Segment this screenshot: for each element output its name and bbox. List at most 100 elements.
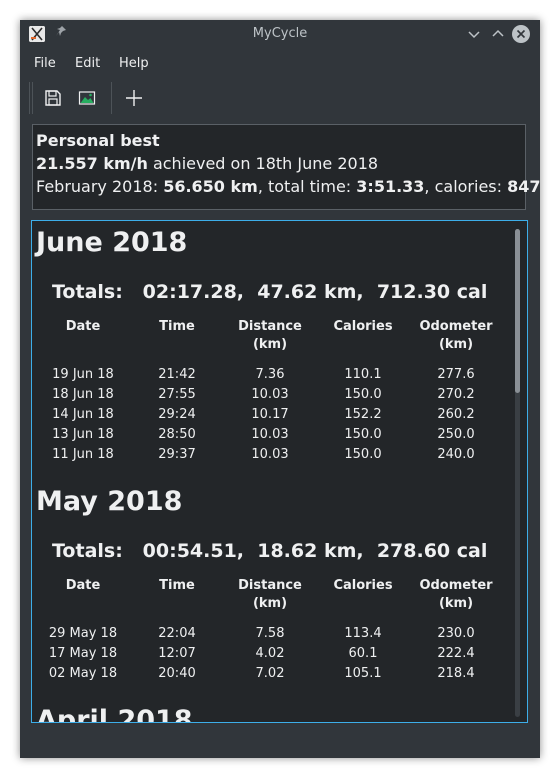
month-heading: June 2018 <box>36 227 188 258</box>
maximize-button[interactable] <box>488 24 508 44</box>
best-month-distance: 56.650 km <box>163 177 258 196</box>
cell-calories: 150.0 <box>344 387 382 402</box>
cell-calories: 110.1 <box>344 367 382 382</box>
cell-time: 22:04 <box>158 626 196 641</box>
close-button[interactable] <box>512 25 530 43</box>
save-button[interactable] <box>41 86 65 110</box>
minimize-button[interactable] <box>464 24 484 44</box>
cell-time: 12:07 <box>158 646 196 661</box>
cell-calories: 152.2 <box>344 407 382 422</box>
app-logo-icon <box>29 26 45 42</box>
cell-time: 27:55 <box>158 387 196 402</box>
col-header-calories: Calories <box>333 578 393 593</box>
cell-odometer: 277.6 <box>437 367 475 382</box>
menu-file[interactable]: File <box>34 56 56 71</box>
best-time-label: , total time: <box>257 177 357 196</box>
cell-distance: 10.03 <box>251 427 289 442</box>
best-month-label: February 2018: <box>36 177 164 196</box>
cell-time: 29:24 <box>158 407 196 422</box>
col-header-odometer-label: Odometer <box>419 578 493 593</box>
col-header-distance: Distance (km) <box>230 318 310 354</box>
cell-distance: 10.17 <box>251 407 289 422</box>
month-totals: Totals: 02:17.28, 47.62 km, 712.30 cal <box>52 281 488 303</box>
cell-time: 20:40 <box>158 666 196 681</box>
rides-list-panel[interactable]: June 2018 Totals: 02:17.28, 47.62 km, 71… <box>31 220 528 723</box>
best-month-time: 3:51.33 <box>356 177 425 196</box>
cell-calories: 150.0 <box>344 447 382 462</box>
best-month-calories: 847.6 <box>507 177 540 196</box>
month-heading: May 2018 <box>36 486 183 517</box>
window-title: MyCycle <box>252 26 308 41</box>
menu-edit[interactable]: Edit <box>75 56 101 71</box>
cell-odometer: 222.4 <box>437 646 475 661</box>
best-calories-label: , calories: <box>424 177 508 196</box>
cell-calories: 60.1 <box>348 646 378 661</box>
col-header-distance: Distance (km) <box>230 577 310 613</box>
col-header-distance-unit: (km) <box>252 337 288 352</box>
col-header-time: Time <box>159 578 195 593</box>
cell-time: 28:50 <box>158 427 196 442</box>
best-speed-line: 21.557 km/h achieved on 18th June 2018 <box>36 154 378 173</box>
save-icon <box>45 90 61 106</box>
best-speed: 21.557 km/h <box>36 154 148 173</box>
col-header-time: Time <box>159 319 195 334</box>
cell-time: 29:37 <box>158 447 196 462</box>
cell-odometer: 240.0 <box>437 447 475 462</box>
toolbar <box>20 80 540 116</box>
menu-help[interactable]: Help <box>119 56 149 71</box>
month-totals: Totals: 00:54.51, 18.62 km, 278.60 cal <box>52 540 488 562</box>
cell-date: 18 Jun 18 <box>52 387 114 402</box>
title-bar[interactable]: MyCycle <box>20 20 540 48</box>
col-header-distance-label: Distance <box>238 319 302 334</box>
cell-date: 29 May 18 <box>48 626 118 641</box>
personal-best-heading: Personal best <box>36 131 160 150</box>
cell-distance: 7.02 <box>255 666 285 681</box>
cell-odometer: 250.0 <box>437 427 475 442</box>
app-window: MyCycle File Edit Help <box>20 20 540 758</box>
toolbar-separator <box>111 82 112 114</box>
pin-icon[interactable] <box>55 25 67 40</box>
cell-date: 14 Jun 18 <box>52 407 114 422</box>
image-icon <box>78 91 96 105</box>
col-header-date: Date <box>65 319 101 334</box>
toolbar-handle-line <box>32 82 33 114</box>
cell-calories: 150.0 <box>344 427 382 442</box>
col-header-odometer: Odometer (km) <box>413 577 499 613</box>
personal-best-panel: Personal best 21.557 km/h achieved on 18… <box>32 124 540 210</box>
menu-bar: File Edit Help <box>20 52 540 76</box>
col-header-odometer-unit: (km) <box>438 596 474 611</box>
col-header-odometer-unit: (km) <box>438 337 474 352</box>
col-header-date: Date <box>65 578 101 593</box>
plot-image-button[interactable] <box>75 86 99 110</box>
cell-odometer: 270.2 <box>437 387 475 402</box>
col-header-distance-unit: (km) <box>252 596 288 611</box>
cell-date: 19 Jun 18 <box>52 367 114 382</box>
cell-date: 02 May 18 <box>48 666 118 681</box>
col-header-calories: Calories <box>333 319 393 334</box>
cell-time: 21:42 <box>158 367 196 382</box>
cell-distance: 7.58 <box>255 626 285 641</box>
cell-odometer: 260.2 <box>437 407 475 422</box>
cell-distance: 7.36 <box>255 367 285 382</box>
add-icon <box>126 90 142 106</box>
cell-date: 11 Jun 18 <box>52 447 114 462</box>
col-header-distance-label: Distance <box>238 578 302 593</box>
scrollbar-thumb[interactable] <box>515 229 520 393</box>
cell-odometer: 218.4 <box>437 666 475 681</box>
cell-distance: 10.03 <box>251 387 289 402</box>
cell-date: 13 Jun 18 <box>52 427 114 442</box>
toolbar-handle[interactable] <box>29 82 30 114</box>
close-icon <box>516 29 526 39</box>
month-heading: April 2018 <box>36 705 193 723</box>
cell-distance: 10.03 <box>251 447 289 462</box>
cell-odometer: 230.0 <box>437 626 475 641</box>
col-header-odometer: Odometer (km) <box>413 318 499 354</box>
chevron-up-icon <box>492 29 504 37</box>
scrollbar-track[interactable] <box>515 229 520 717</box>
cell-calories: 105.1 <box>344 666 382 681</box>
chevron-down-icon <box>468 31 480 39</box>
status-bar <box>20 732 540 758</box>
best-month-line: February 2018: 56.650 km, total time: 3:… <box>36 177 540 196</box>
cell-date: 17 May 18 <box>48 646 118 661</box>
add-button[interactable] <box>122 86 146 110</box>
